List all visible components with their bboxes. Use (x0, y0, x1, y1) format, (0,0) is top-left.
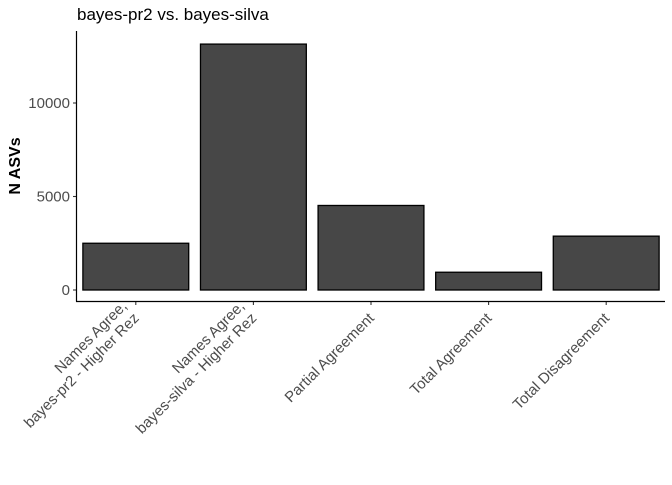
x-tick-label-line: bayes-pr2 - Higher Rez (21, 310, 143, 432)
y-tick-label: 10000 (28, 95, 70, 112)
x-tick-label-line: Total Agreement (407, 309, 496, 398)
y-axis-ticks: 0 5000 10000 (28, 95, 77, 299)
x-tick-label: Names Agree,bayes-silva - Higher Rez (121, 298, 261, 438)
bar-4 (435, 271, 543, 291)
x-tick-label: Partial Agreement (281, 309, 378, 406)
x-tick-label: Total Agreement (407, 309, 496, 398)
bars-group (82, 43, 660, 291)
bar-2 (199, 43, 307, 291)
x-axis-ticks: Names Agree,bayes-pr2 - Higher Rez Names … (9, 298, 614, 438)
y-tick-label: 0 (62, 282, 70, 299)
x-tick-label-line: Total Disagreement (510, 309, 614, 413)
x-tick-label-line: bayes-silva - Higher Rez (133, 310, 261, 438)
chart-title: bayes-pr2 vs. bayes-silva (77, 5, 269, 24)
bar-5 (552, 235, 660, 291)
y-axis-label: N ASVs (7, 137, 24, 194)
y-tick-label: 5000 (37, 189, 70, 206)
x-tick-label: Names Agree,bayes-pr2 - Higher Rez (9, 298, 143, 432)
bar-1 (82, 242, 190, 291)
x-tick-label: Total Disagreement (510, 309, 614, 413)
x-tick-label-line: Partial Agreement (281, 309, 378, 406)
bar-3 (317, 204, 425, 291)
